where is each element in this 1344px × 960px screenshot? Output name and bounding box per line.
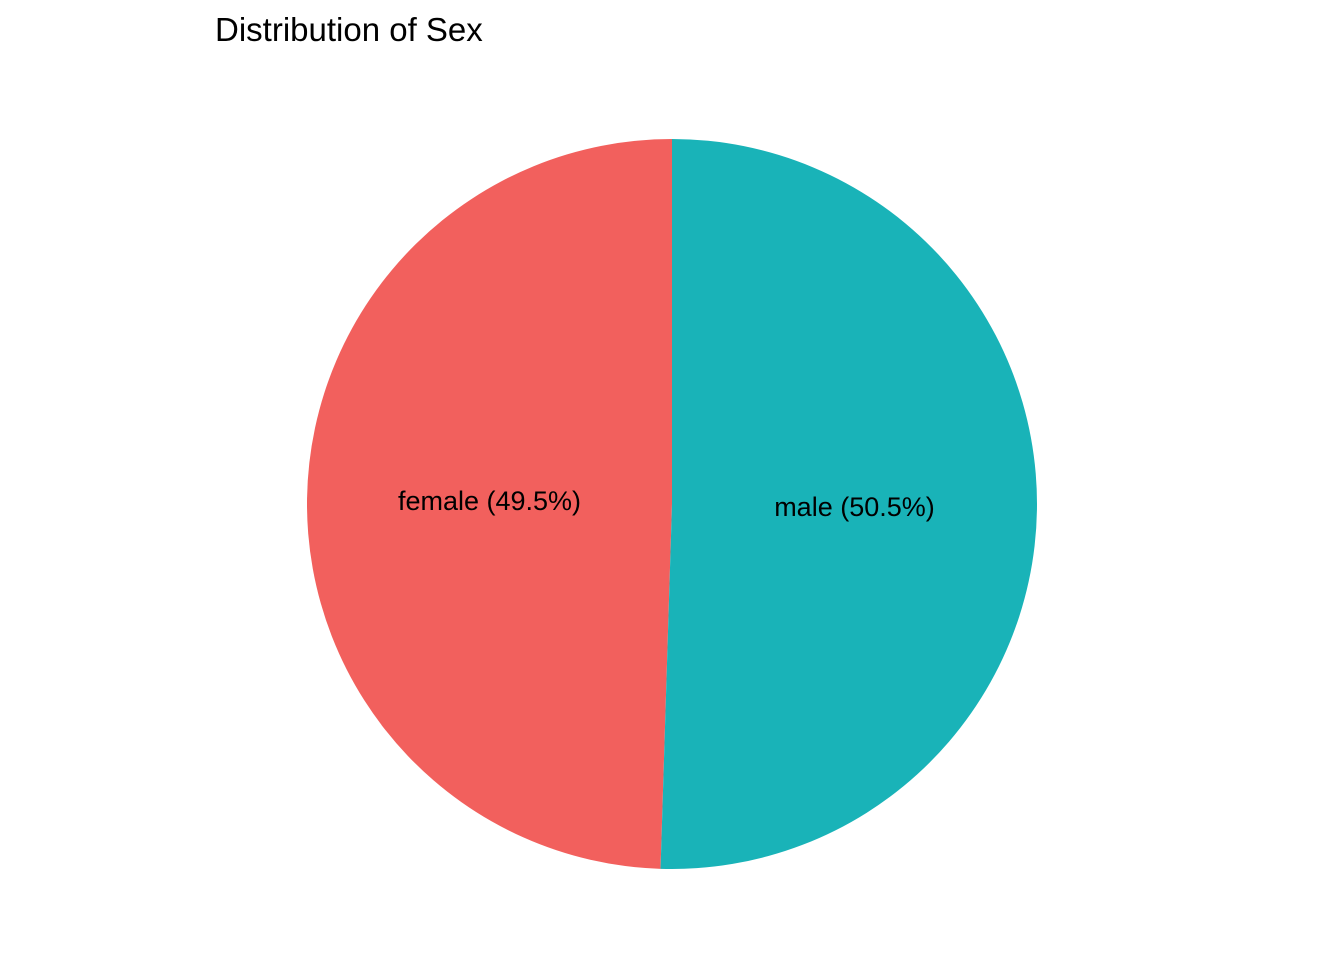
- pie-labels: female (49.5%) male (50.5%): [398, 486, 935, 522]
- slice-label-male: male (50.5%): [774, 492, 935, 522]
- slice-label-female: female (49.5%): [398, 486, 581, 516]
- pie-slice-male: [660, 139, 1038, 870]
- pie-slices: [307, 139, 1038, 870]
- pie-slice-female: [307, 139, 672, 869]
- chart-title: Distribution of Sex: [215, 11, 483, 48]
